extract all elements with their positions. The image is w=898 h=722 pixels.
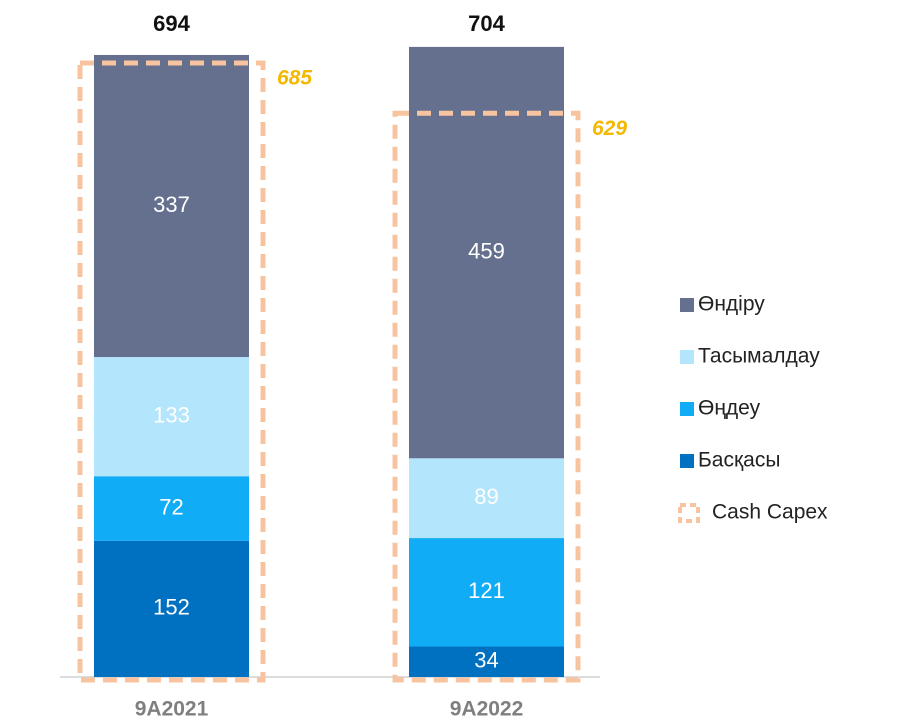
data-label: 337 [153,192,190,217]
data-label: 34 [474,648,498,673]
legend-swatch [680,402,694,416]
legend-swatch [680,298,694,312]
cash-capex-box [77,60,266,683]
legend-swatch [680,454,694,468]
bar-segment [94,476,249,541]
bar-segment [94,357,249,477]
data-label: 72 [159,494,183,519]
bar-segment [409,646,564,677]
legend-swatch [680,350,694,364]
data-label: 89 [474,484,498,509]
bar-segment [94,540,249,677]
bar-segment [409,538,564,647]
x-tick-label: 9A2022 [450,698,524,721]
legend-label: Cash Capex [712,501,828,524]
legend-label: Тасымалдау [698,345,820,368]
legend-label: Өңдеу [698,397,761,420]
cash-capex-box [392,110,581,683]
data-label: 133 [153,402,190,427]
total-label: 694 [153,11,190,36]
legend-label: Басқасы [698,449,780,472]
data-label: 459 [468,238,505,263]
cash-capex-label: 685 [277,67,312,90]
x-tick-label: 9A2021 [135,698,209,721]
legend-label: Өндіру [698,293,765,316]
bar-segment [409,458,564,539]
bar-segment [94,54,249,358]
data-label: 121 [468,578,505,603]
total-label: 704 [468,11,505,36]
data-label: 152 [153,595,190,620]
cash-capex-label: 629 [592,117,627,140]
legend-swatch [678,503,700,523]
